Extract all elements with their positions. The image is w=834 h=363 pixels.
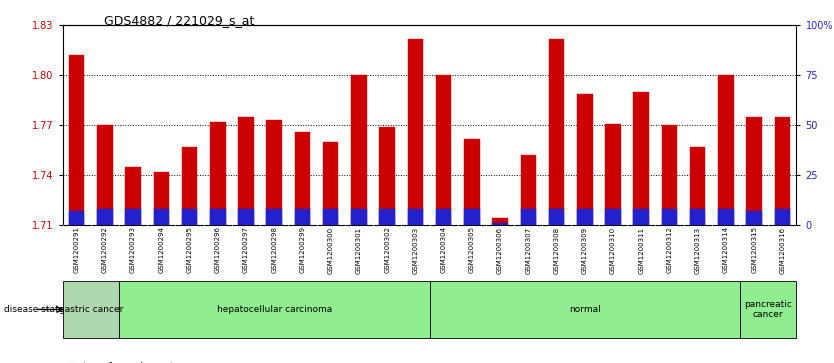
Bar: [718, 75, 734, 225]
Bar: [634, 209, 649, 225]
Bar: [267, 209, 282, 225]
Bar: [351, 75, 367, 225]
Bar: [746, 117, 762, 225]
Bar: [718, 209, 734, 225]
Bar: [182, 147, 198, 225]
Bar: [634, 92, 649, 225]
Text: ■: ■: [67, 362, 78, 363]
Bar: [408, 39, 423, 225]
Bar: [520, 209, 536, 225]
Text: pancreatic
cancer: pancreatic cancer: [744, 300, 792, 319]
Bar: [775, 209, 790, 225]
Bar: [605, 209, 620, 225]
Bar: [430, 281, 740, 338]
Bar: [577, 209, 592, 225]
Bar: [239, 209, 254, 225]
Bar: [153, 172, 169, 225]
Bar: [690, 147, 706, 225]
Bar: [210, 209, 225, 225]
Bar: [153, 209, 169, 225]
Bar: [294, 132, 310, 225]
Bar: [775, 117, 790, 225]
Bar: [577, 94, 592, 225]
Bar: [267, 120, 282, 225]
Bar: [379, 209, 395, 225]
Bar: [492, 219, 508, 225]
Bar: [436, 75, 451, 225]
Bar: [605, 123, 620, 225]
Text: hepatocellular carcinoma: hepatocellular carcinoma: [217, 305, 332, 314]
Bar: [125, 167, 141, 225]
Bar: [661, 209, 677, 225]
Bar: [63, 281, 119, 338]
Bar: [436, 209, 451, 225]
Bar: [323, 142, 339, 225]
Text: transformed count: transformed count: [83, 362, 174, 363]
Bar: [492, 223, 508, 225]
Bar: [464, 139, 480, 225]
Bar: [464, 209, 480, 225]
Text: disease state: disease state: [4, 305, 64, 314]
Text: gastric cancer: gastric cancer: [58, 305, 123, 314]
Bar: [69, 55, 84, 225]
Text: normal: normal: [569, 305, 600, 314]
Bar: [661, 125, 677, 225]
Text: GDS4882 / 221029_s_at: GDS4882 / 221029_s_at: [104, 15, 254, 28]
Bar: [294, 209, 310, 225]
Bar: [351, 209, 367, 225]
Bar: [549, 39, 565, 225]
Bar: [740, 281, 796, 338]
Bar: [323, 209, 339, 225]
Bar: [239, 117, 254, 225]
Bar: [690, 209, 706, 225]
Bar: [379, 127, 395, 225]
Bar: [408, 209, 423, 225]
Bar: [97, 209, 113, 225]
Bar: [97, 125, 113, 225]
Bar: [520, 155, 536, 225]
Bar: [746, 211, 762, 225]
Bar: [210, 122, 225, 225]
Bar: [69, 211, 84, 225]
Bar: [125, 209, 141, 225]
Bar: [119, 281, 430, 338]
Bar: [549, 209, 565, 225]
Bar: [182, 209, 198, 225]
